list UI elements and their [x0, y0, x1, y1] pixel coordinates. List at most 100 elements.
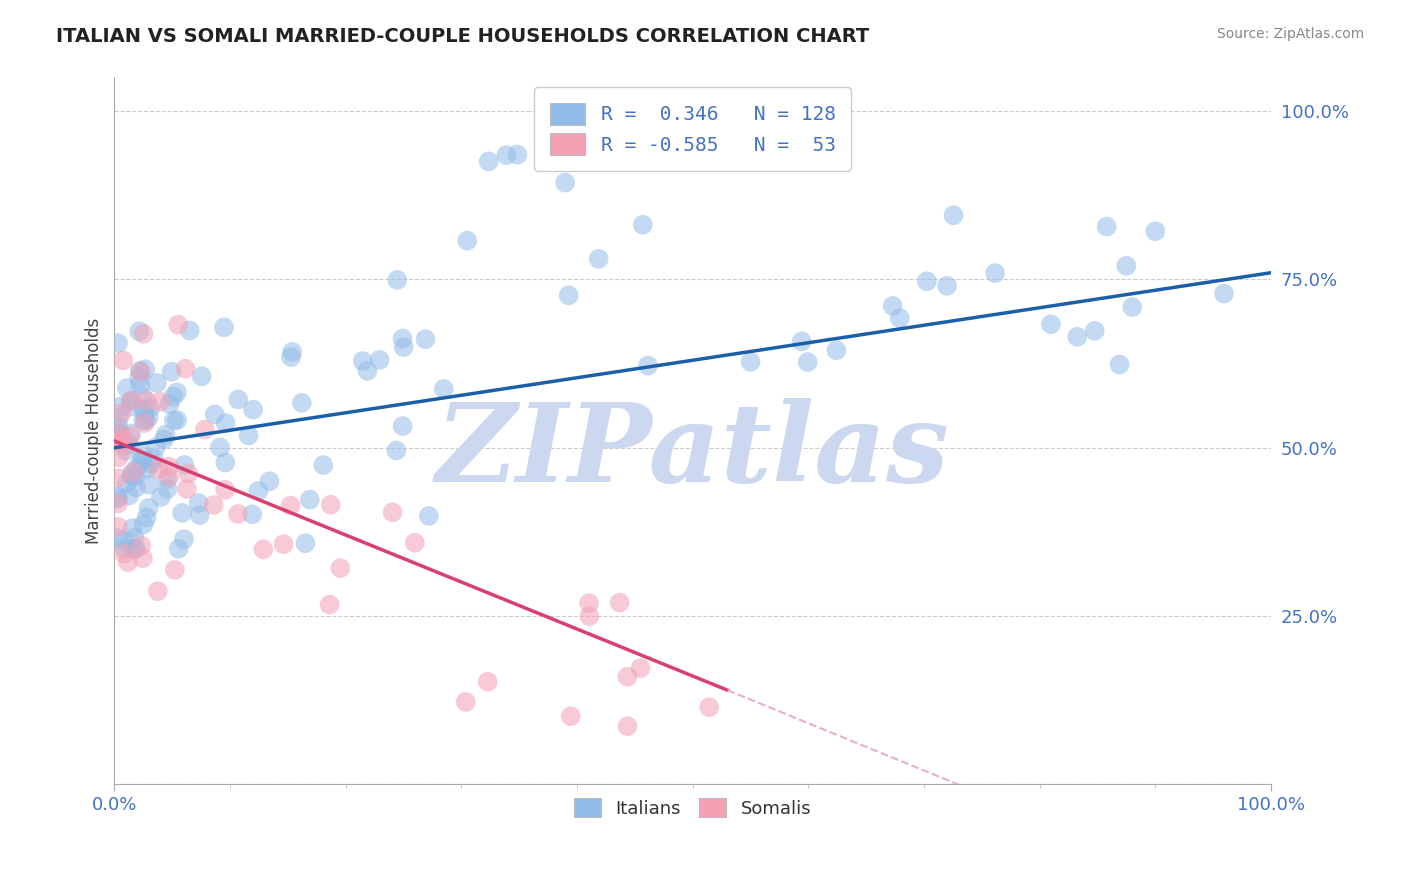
Point [825, 343, 848, 358]
Point [588, 252, 610, 266]
Point [356, 364, 378, 378]
Point [107, 336, 129, 351]
Point [118, 429, 141, 443]
Y-axis label: Married-couple Households: Married-couple Households [86, 318, 103, 544]
Point [128, 371, 150, 385]
Point [294, 536, 316, 550]
Point [247, 483, 270, 498]
Point [329, 561, 352, 575]
Point [121, 467, 143, 482]
Point [291, 396, 314, 410]
Point [204, 408, 226, 422]
Point [159, 397, 181, 411]
Point [796, 355, 818, 369]
Point [418, 508, 440, 523]
Point [107, 490, 129, 504]
Point [146, 584, 169, 599]
Point [120, 393, 142, 408]
Point [554, 176, 576, 190]
Point [281, 345, 304, 359]
Point [117, 555, 139, 569]
Point [115, 476, 138, 491]
Point [118, 488, 141, 502]
Point [110, 427, 132, 442]
Point [120, 400, 142, 414]
Point [1121, 300, 1143, 314]
Point [155, 427, 177, 442]
Point [146, 376, 169, 390]
Point [202, 498, 225, 512]
Point [381, 505, 404, 519]
Point [167, 541, 190, 556]
Point [134, 416, 156, 430]
Point [630, 661, 652, 675]
Point [433, 382, 456, 396]
Point [125, 461, 148, 475]
Point [129, 377, 152, 392]
Point [1066, 330, 1088, 344]
Point [1115, 259, 1137, 273]
Point [226, 507, 249, 521]
Point [124, 469, 146, 483]
Point [107, 531, 129, 545]
Point [188, 508, 211, 523]
Point [124, 531, 146, 545]
Point [352, 354, 374, 368]
Point [404, 535, 426, 549]
Point [318, 598, 340, 612]
Point [790, 334, 813, 349]
Point [882, 299, 904, 313]
Point [107, 496, 129, 510]
Point [120, 394, 142, 409]
Point [132, 517, 155, 532]
Point [141, 457, 163, 471]
Point [167, 318, 190, 332]
Point [173, 533, 195, 547]
Point [107, 471, 129, 485]
Point [609, 596, 631, 610]
Point [936, 278, 959, 293]
Point [298, 492, 321, 507]
Text: Source: ZipAtlas.com: Source: ZipAtlas.com [1216, 27, 1364, 41]
Point [125, 541, 148, 556]
Legend: Italians, Somalis: Italians, Somalis [567, 790, 818, 825]
Point [107, 434, 129, 449]
Point [135, 462, 157, 476]
Point [114, 541, 136, 556]
Point [616, 670, 638, 684]
Point [1108, 358, 1130, 372]
Point [478, 154, 501, 169]
Point [107, 520, 129, 534]
Point [214, 483, 236, 497]
Point [637, 359, 659, 373]
Point [578, 609, 600, 624]
Point [138, 477, 160, 491]
Point [368, 352, 391, 367]
Point [135, 510, 157, 524]
Point [139, 401, 162, 415]
Point [122, 541, 145, 556]
Point [121, 469, 143, 483]
Point [163, 563, 186, 577]
Point [740, 355, 762, 369]
Point [578, 596, 600, 610]
Point [174, 361, 197, 376]
Point [252, 542, 274, 557]
Point [157, 459, 180, 474]
Point [391, 419, 413, 434]
Point [1213, 286, 1236, 301]
Point [160, 365, 183, 379]
Point [157, 470, 180, 484]
Point [391, 332, 413, 346]
Point [177, 467, 200, 481]
Point [240, 508, 263, 522]
Point [226, 392, 249, 407]
Point [631, 218, 654, 232]
Point [166, 385, 188, 400]
Point [134, 362, 156, 376]
Point [111, 433, 134, 447]
Point [132, 402, 155, 417]
Point [132, 326, 155, 341]
Point [112, 353, 135, 368]
Point [242, 402, 264, 417]
